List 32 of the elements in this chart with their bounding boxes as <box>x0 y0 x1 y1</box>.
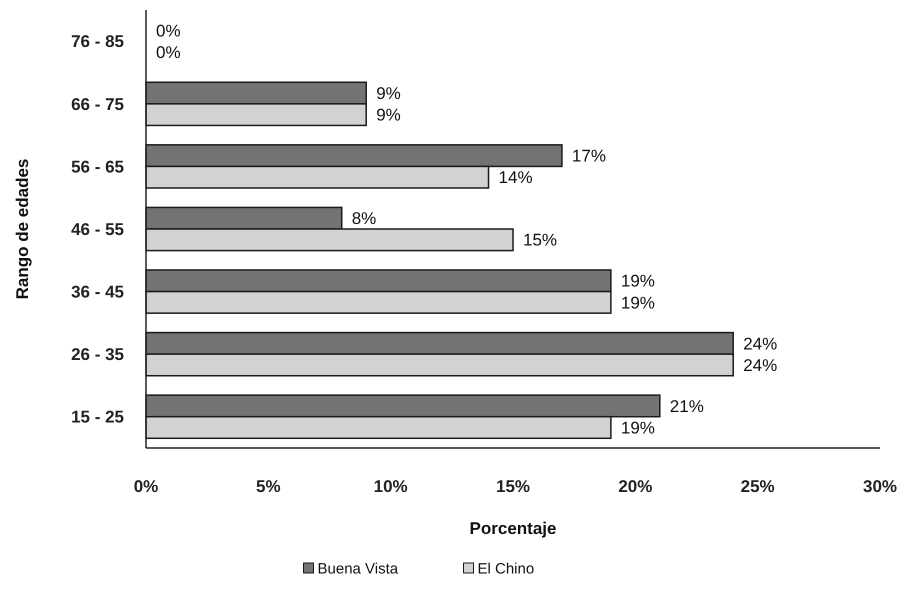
legend-label: El Chino <box>478 560 534 578</box>
data-label: 9% <box>376 84 401 104</box>
data-label: 24% <box>743 356 778 375</box>
y-tick-label: 15 - 25 <box>71 408 124 427</box>
x-tick-label: 0% <box>134 477 158 496</box>
data-label: 0% <box>156 43 181 62</box>
x-axis-title: Porcentaje <box>470 519 556 538</box>
data-label: 24% <box>743 334 778 354</box>
data-label: 14% <box>498 168 533 188</box>
x-tick-label: 10% <box>374 477 408 496</box>
data-label: 17% <box>572 146 606 166</box>
data-label: 15% <box>523 230 558 250</box>
data-label: 19% <box>620 418 655 438</box>
y-tick-label: 26 - 35 <box>71 345 124 364</box>
y-tick-label: 46 - 55 <box>71 220 124 239</box>
data-label: 19% <box>620 293 655 312</box>
data-label: 0% <box>156 21 181 40</box>
x-tick-label: 20% <box>618 477 652 496</box>
data-label: 8% <box>352 209 376 228</box>
y-axis-title: Rango de edades <box>13 158 32 300</box>
data-label: 9% <box>376 106 401 125</box>
y-tick-label: 76 - 85 <box>71 32 124 52</box>
y-tick-label: 56 - 65 <box>71 157 124 176</box>
data-label: 21% <box>670 396 704 416</box>
legend-label: Buena Vista <box>318 560 399 578</box>
y-tick-label: 66 - 75 <box>71 94 124 114</box>
x-tick-label: 25% <box>740 477 775 496</box>
y-tick-label: 36 - 45 <box>71 282 124 302</box>
x-tick-label: 15% <box>496 477 530 496</box>
x-tick-label: 30% <box>862 477 898 496</box>
data-label: 19% <box>620 272 655 291</box>
x-tick-label: 5% <box>256 477 281 496</box>
